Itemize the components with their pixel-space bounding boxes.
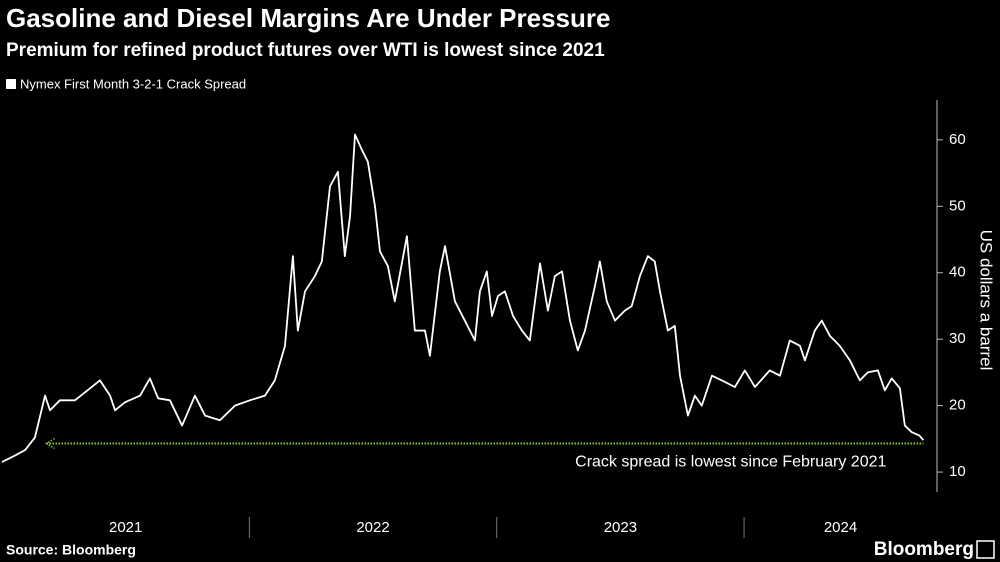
x-tick-label: 2021	[109, 519, 142, 536]
y-tick-label: 50	[949, 197, 966, 214]
x-tick-label: 2023	[604, 519, 637, 536]
line-series	[1, 133, 925, 463]
chart-title: Gasoline and Diesel Margins Are Under Pr…	[6, 3, 610, 33]
legend-label: Nymex First Month 3-2-1 Crack Spread	[20, 76, 246, 91]
annotation: Crack spread is lowest since February 20…	[575, 454, 886, 471]
reference-arrow	[45, 437, 55, 450]
y-axis-label: US dollars a barrel	[977, 230, 996, 371]
chart-subtitle: Premium for refined product futures over…	[6, 40, 605, 61]
y-tick-label: 40	[949, 264, 966, 281]
x-tick-label: 2022	[356, 519, 389, 536]
y-tick-label: 60	[949, 131, 966, 148]
logo: Bloomberg	[874, 539, 974, 560]
y-tick-label: 20	[949, 397, 966, 414]
logo-mark	[976, 540, 995, 559]
legend-swatch	[6, 79, 16, 89]
x-tick-label: 2024	[824, 519, 857, 536]
source: Source: Bloomberg	[6, 542, 136, 558]
y-tick-label: 30	[949, 330, 966, 347]
y-tick-label: 10	[949, 463, 966, 480]
